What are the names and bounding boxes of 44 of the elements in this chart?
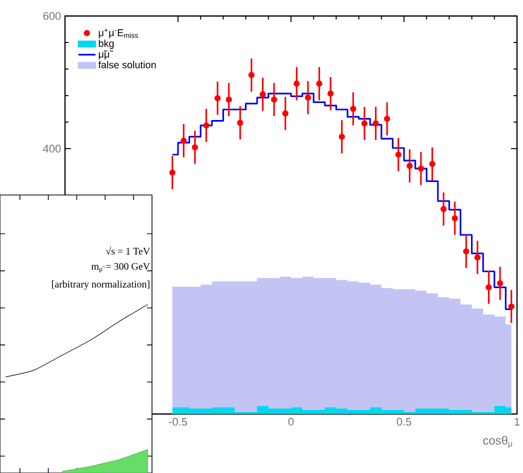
point [192, 144, 198, 150]
x-tick-label: -0.5 [169, 418, 187, 426]
point [429, 160, 436, 167]
point [350, 106, 356, 112]
y-tick-label: 400 [43, 144, 61, 153]
point [304, 94, 312, 101]
point [496, 280, 504, 286]
y-tick-label: 600 [43, 12, 61, 20]
point [384, 116, 390, 122]
point [418, 165, 424, 172]
point [180, 138, 187, 144]
annotation: √s = 1 TeV [106, 246, 150, 255]
x-tick-label: 1 [514, 418, 520, 426]
point [214, 95, 221, 102]
point [226, 96, 232, 103]
annotation: [arbitrary normalization] [52, 280, 150, 290]
point [395, 152, 402, 158]
point [237, 120, 244, 126]
x-tick-label: 0.5 [396, 418, 412, 426]
point [316, 80, 322, 87]
point [327, 90, 334, 97]
point [203, 122, 210, 129]
point [486, 284, 492, 290]
point [294, 80, 300, 87]
point [474, 254, 481, 261]
point [270, 96, 278, 103]
point [361, 120, 368, 127]
point [406, 162, 413, 169]
point [169, 169, 176, 176]
legend-label: false solution [98, 60, 156, 68]
point [282, 110, 288, 117]
point [338, 134, 345, 140]
legend-label: bkg [98, 40, 114, 49]
legend-label: μ$^{+}$μ$^{-}$E$_{miss}$ [98, 28, 138, 38]
point [440, 206, 447, 212]
x-axis-title: cosθ$_{μ}$ [483, 436, 512, 448]
x-tick-label: 0 [288, 418, 294, 426]
point [260, 91, 266, 98]
point [463, 248, 470, 255]
point [452, 215, 458, 222]
point [372, 120, 379, 127]
point [248, 72, 255, 78]
annotation: m$_{μ̃}$= 300 GeV [91, 263, 150, 273]
legend-label: μ̃μ̃ [98, 50, 114, 60]
